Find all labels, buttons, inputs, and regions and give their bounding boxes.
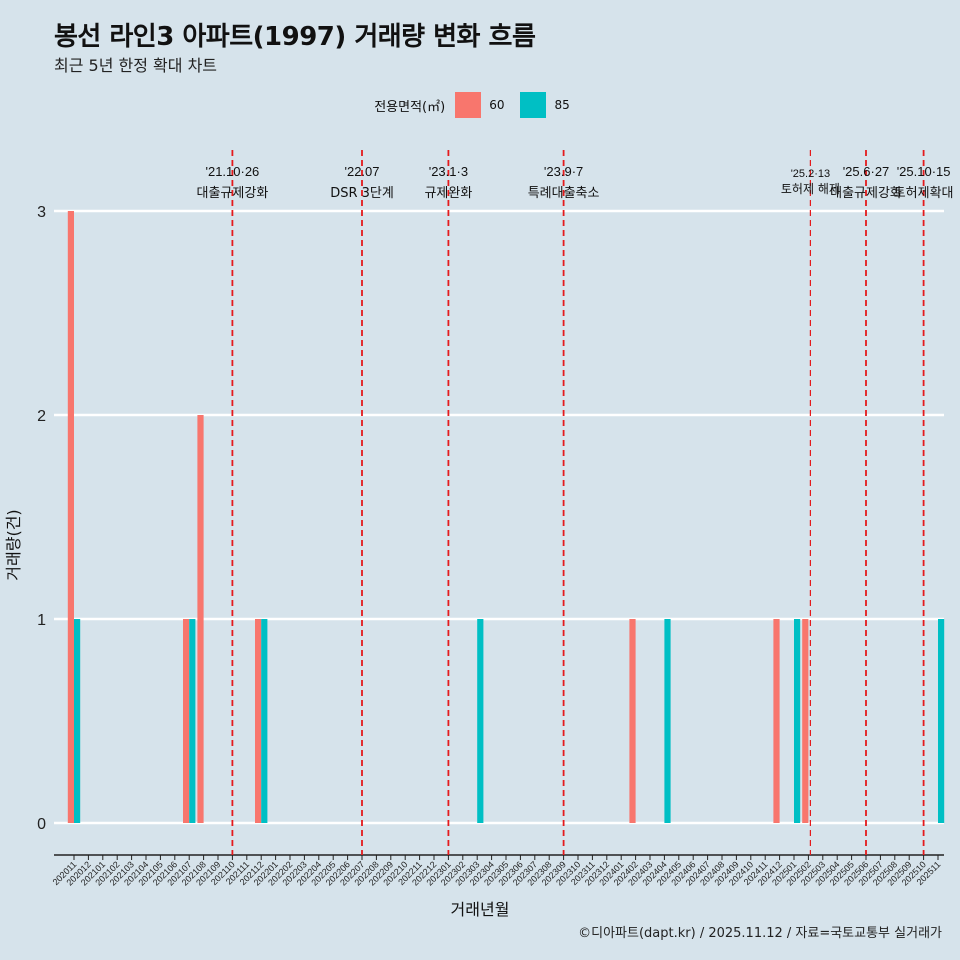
event-label: 토허제확대 (894, 186, 954, 201)
bar-60-202112 (255, 619, 262, 823)
source-caption: ©디아파트(dapt.kr) / 2025.11.12 / 자료=국토교통부 실… (578, 926, 942, 941)
y-tick-label: 2 (37, 408, 46, 425)
bar-85-202303 (477, 619, 484, 823)
bar-60-202502 (802, 619, 809, 823)
event-date: '25.2·13 (791, 168, 830, 180)
event-date: '25.6·27 (843, 164, 890, 179)
event-label: 특례대출축소 (528, 186, 600, 201)
legend: 전용면적(㎡) 60 85 (0, 92, 960, 118)
y-tick-label: 3 (37, 204, 46, 221)
bar-85-202404 (664, 619, 671, 823)
bar-60-202412 (773, 619, 780, 823)
event-date: '23.9·7 (544, 164, 583, 179)
y-tick-label: 0 (37, 816, 46, 833)
chart-title: 봉선 라인3 아파트(1997) 거래량 변화 흐름 (54, 22, 536, 52)
legend-swatch-60 (455, 92, 482, 118)
event-label: DSR 3단계 (330, 186, 394, 201)
bar-85-202511 (938, 619, 945, 823)
event-date: '23.1·3 (429, 164, 468, 179)
legend-swatch-85 (520, 92, 547, 118)
y-tick-label: 1 (37, 612, 46, 629)
bar-85-202107 (189, 619, 196, 823)
bar-60-202011 (67, 211, 74, 823)
x-axis-label: 거래년월 (450, 900, 510, 919)
legend-title: 전용면적(㎡) (374, 99, 446, 115)
legend-label-60: 60 (489, 98, 505, 112)
bar-60-202402 (629, 619, 636, 823)
event-date: '25.10·15 (897, 164, 951, 179)
bar-85-202011 (74, 619, 81, 823)
chart-subtitle: 최근 5년 한정 확대 차트 (54, 56, 218, 75)
bar-60-202108 (197, 415, 204, 823)
event-label: 토허제 해제 (781, 182, 840, 196)
event-date: '21.10·26 (205, 164, 259, 179)
bar-85-202112 (261, 619, 268, 823)
event-label: 대출규제강화 (830, 186, 902, 201)
event-label: 대출규제강화 (197, 186, 269, 201)
bar-60-202107 (183, 619, 190, 823)
legend-label-85: 85 (554, 98, 570, 112)
event-label: 규제완화 (424, 186, 472, 201)
bar-85-202501 (794, 619, 801, 823)
event-date: '22.07 (344, 164, 379, 179)
